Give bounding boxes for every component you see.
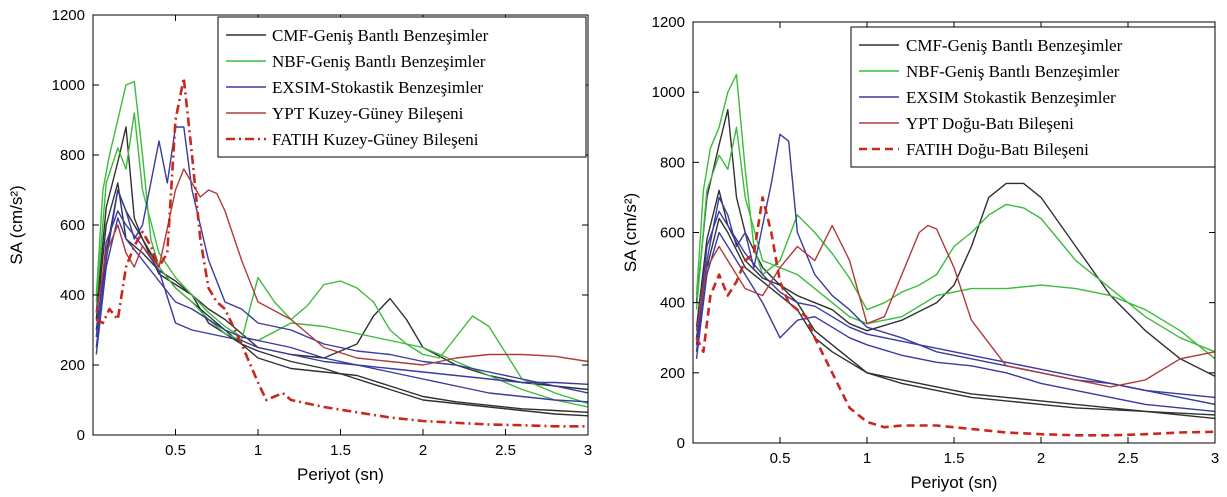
y-tick-label: 400 xyxy=(660,295,685,312)
legend-entry: FATIH Doğu-Batı Bileşeni xyxy=(906,140,1089,159)
series-line-3 xyxy=(695,73,1215,353)
y-tick-label: 200 xyxy=(60,357,85,374)
series-line-2 xyxy=(695,189,1215,420)
chart-left: 0.5 1 1.5 2 2.5 3 0 200 400 600 800 1000 1200 Periyot… xyxy=(7,7,592,484)
series-line-7 xyxy=(95,210,588,385)
legend-box xyxy=(850,26,1216,168)
legend-entry: EXSIM-Stokastik Benzeşimler xyxy=(272,78,483,97)
chart-right: 0.5 1 1.5 2 2.5 3 0 200 400 600 800 1000 1200 Periyot… xyxy=(621,14,1219,492)
series-line-8 xyxy=(95,168,588,366)
series-line-2 xyxy=(95,182,588,417)
y-axis-label: SA (cm/s²) xyxy=(7,185,26,264)
series-group xyxy=(695,73,1215,437)
x-tick-label: 1.5 xyxy=(330,442,351,459)
series-group xyxy=(95,76,588,428)
series-line-0 xyxy=(695,108,1215,377)
x-tick-label: 0.5 xyxy=(770,450,791,467)
y-tick-label: 800 xyxy=(60,147,85,164)
series-line-9 xyxy=(95,76,588,428)
x-tick-label: 2 xyxy=(419,442,427,459)
y-tick-label: 400 xyxy=(60,287,85,304)
series-line-6 xyxy=(695,231,1215,413)
series-line-8 xyxy=(695,224,1215,388)
series-line-9 xyxy=(695,196,1215,437)
x-axis-label: Periyot (sn) xyxy=(911,473,998,492)
y-tick-label: 1200 xyxy=(652,14,685,31)
series-line-1 xyxy=(95,189,588,413)
legend-entry: CMF-Geniş Bantlı Benzeşimler xyxy=(906,36,1123,55)
x-tick-label: 1 xyxy=(254,442,262,459)
y-tick-label: 1000 xyxy=(52,77,85,94)
series-line-3 xyxy=(95,80,588,405)
y-tick-label: 600 xyxy=(60,217,85,234)
x-tick-label: 2.5 xyxy=(1118,450,1139,467)
y-tick-label: 0 xyxy=(77,427,85,444)
y-tick-label: 800 xyxy=(660,154,685,171)
x-tick-label: 0.5 xyxy=(165,442,186,459)
legend-box xyxy=(217,16,587,158)
y-tick-label: 600 xyxy=(660,225,685,242)
legend-entry: YPT Doğu-Batı Bileşeni xyxy=(906,114,1074,133)
legend-entry: NBF-Geniş Bantlı Benzeşimler xyxy=(906,62,1120,81)
y-tick-label: 1000 xyxy=(652,84,685,101)
x-tick-label: 2.5 xyxy=(495,442,516,459)
x-tick-label: 1 xyxy=(863,450,871,467)
y-tick-label: 200 xyxy=(660,365,685,382)
x-axis-label: Periyot (sn) xyxy=(297,465,384,484)
series-line-1 xyxy=(695,217,1215,416)
legend-entry: YPT Kuzey-Güney Bileşeni xyxy=(272,104,464,123)
x-tick-label: 2 xyxy=(1037,450,1045,467)
legend-entry: NBF-Geniş Bantlı Benzeşimler xyxy=(272,52,486,71)
x-tick-label: 3 xyxy=(584,442,592,459)
x-tick-label: 1.5 xyxy=(944,450,965,467)
y-axis-label: SA (cm/s²) xyxy=(621,193,640,272)
legend-entry: EXSIM Stokastik Benzeşimler xyxy=(906,88,1116,107)
y-tick-label: 0 xyxy=(677,435,685,452)
series-line-7 xyxy=(695,210,1215,406)
y-tick-label: 1200 xyxy=(52,7,85,24)
series-line-4 xyxy=(695,126,1215,360)
x-tick-label: 3 xyxy=(1211,450,1219,467)
legend-entry: CMF-Geniş Bantlı Benzeşimler xyxy=(272,26,489,45)
legend-entry: FATIH Kuzey-Güney Bileşeni xyxy=(272,130,479,149)
